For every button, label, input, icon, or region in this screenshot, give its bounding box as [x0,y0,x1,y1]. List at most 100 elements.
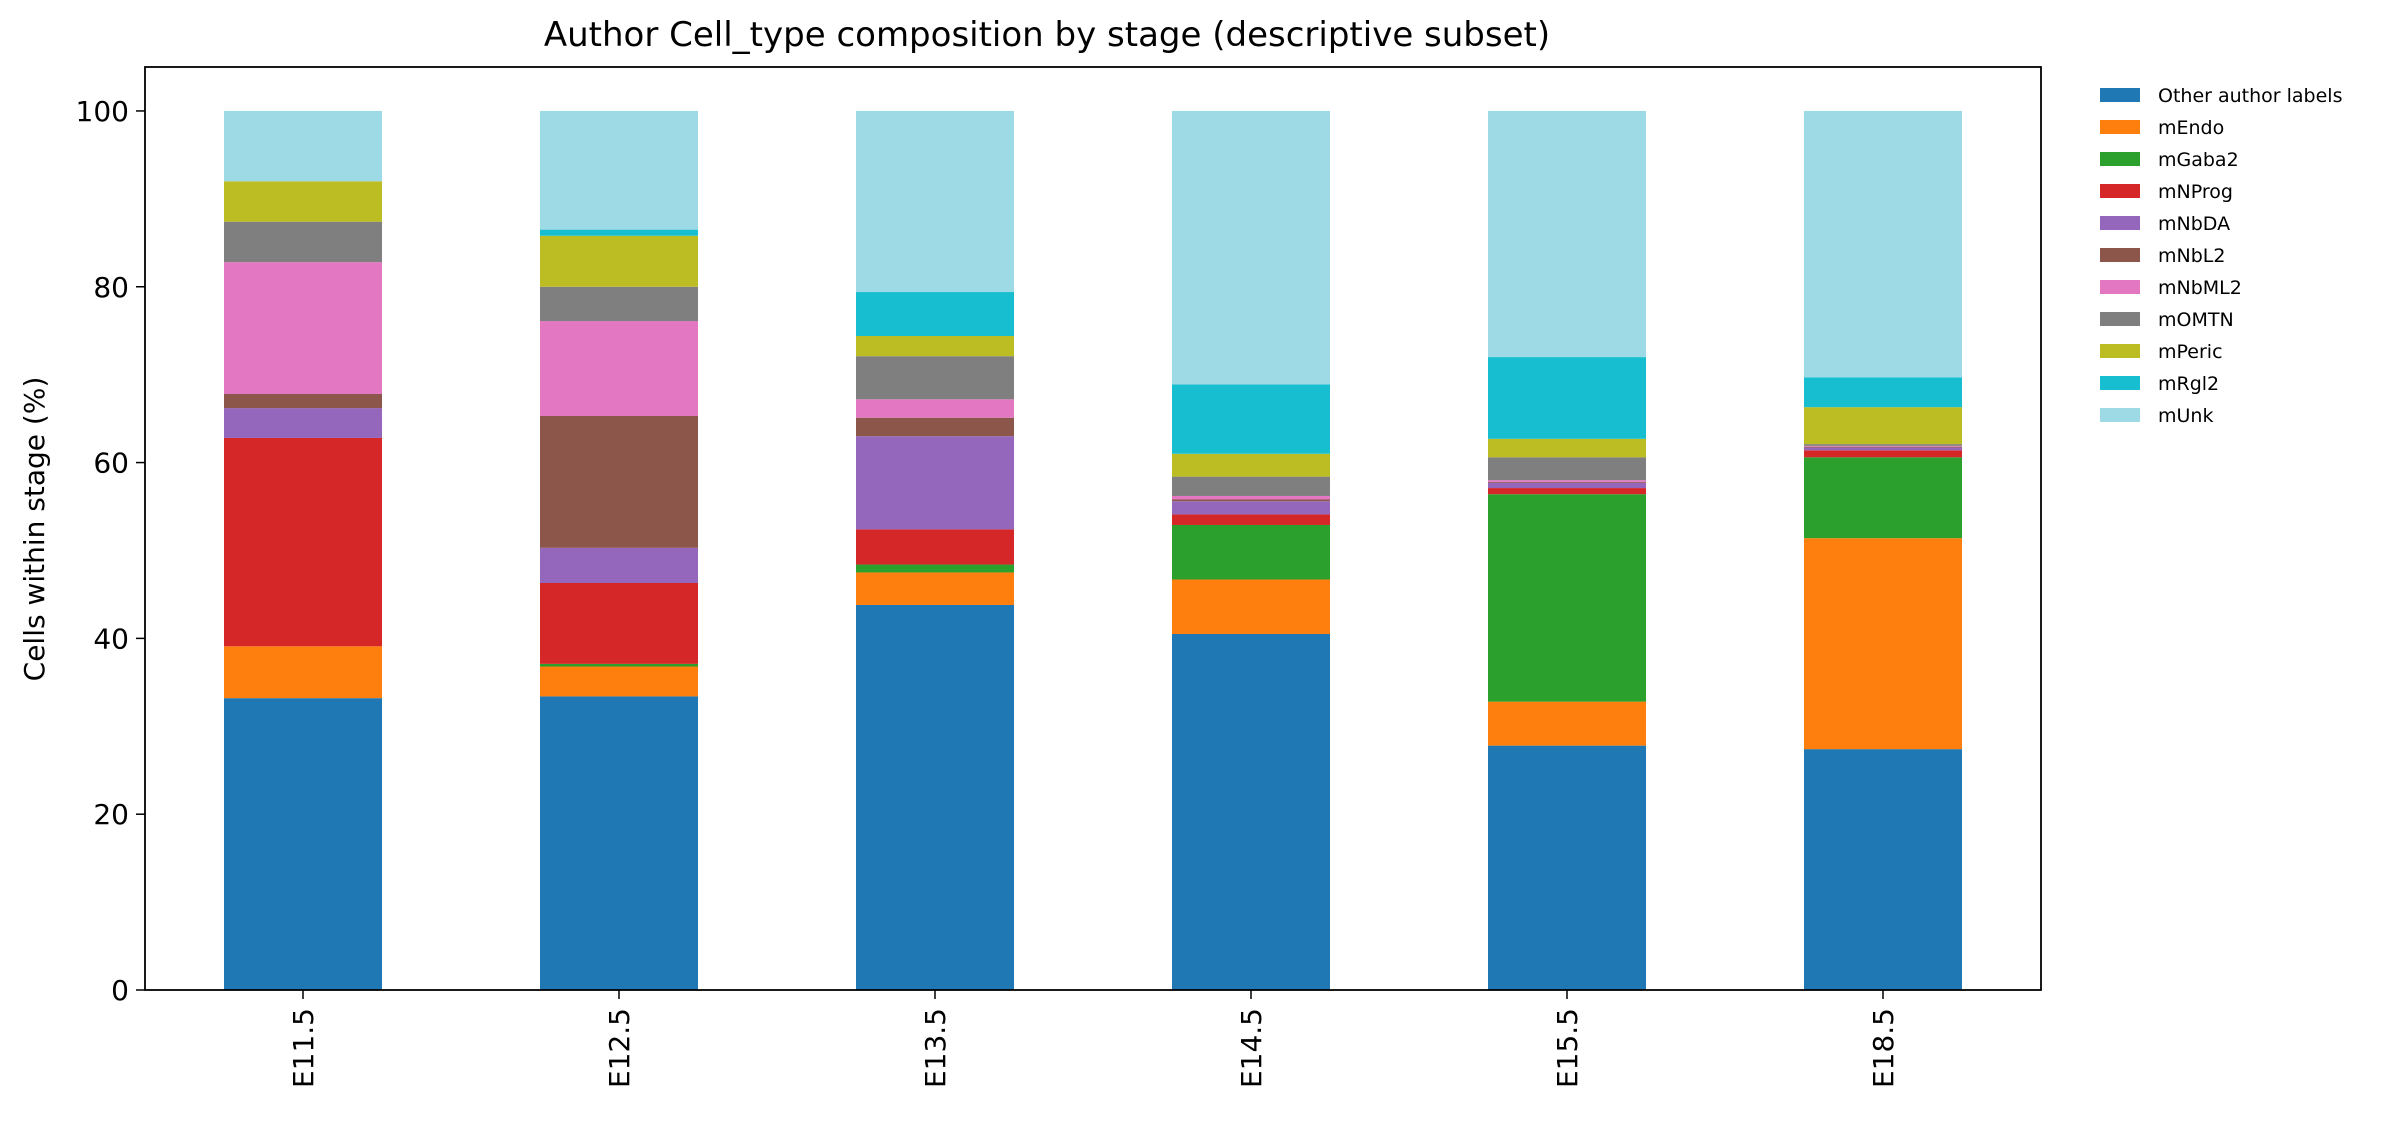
bar-segment [1172,384,1330,454]
legend-swatch [2100,88,2140,102]
bar-segment [856,335,1014,357]
legend-label: mNbML2 [2158,277,2242,299]
bar-segment [1804,457,1962,539]
legend-label: mNbDA [2158,213,2230,235]
bar-segment [224,698,382,990]
bar-segment [1488,110,1646,358]
bar-segment [540,415,698,548]
bar-segment [224,221,382,263]
bar-segment [1172,524,1330,580]
bar-segment [224,408,382,438]
bar-segment [856,604,1014,990]
bar-segment [1488,481,1646,483]
bar-segment [1804,450,1962,458]
legend-swatch [2100,248,2140,262]
bar-segment [540,286,698,322]
y-axis-label: Cells within stage (%) [18,377,51,682]
legend-swatch [2100,408,2140,422]
bar-segment [1804,538,1962,750]
legend-label: mOMTN [2158,309,2234,331]
legend-swatch [2100,280,2140,294]
bar-segment [856,529,1014,565]
bar-segment [224,394,382,409]
bar-segment [1804,446,1962,448]
legend-swatch [2100,184,2140,198]
bar-segment [856,572,1014,605]
legend-swatch [2100,216,2140,230]
bar-segment [856,110,1014,293]
bar-segment [1804,377,1962,408]
legend-swatch [2100,344,2140,358]
bar-segment [1804,407,1962,445]
bar-segment [540,321,698,416]
bar-segment [224,646,382,699]
bar-segment [1488,438,1646,458]
bar-segment [224,110,382,182]
y-tick-label: 40 [93,622,129,655]
x-tick-label: E18.5 [1867,1008,1900,1088]
bar-segment [1804,749,1962,990]
legend-label: mNbL2 [2158,245,2225,267]
bar-segment [540,663,698,667]
bar-segment [540,696,698,990]
bar-segment [856,356,1014,400]
legend-swatch [2100,152,2140,166]
bar-segment [540,547,698,584]
chart-title: Author Cell_type composition by stage (d… [544,15,1550,55]
plot-area: E11.5 E12.5 E13.5 E14.5 E15.5 E18.5 0 20 40 60 80 1… [76,66,2042,1088]
legend-label: mEndo [2158,117,2224,139]
bar-segment [1172,579,1330,634]
bar-segment [1488,357,1646,439]
bar-segment [1172,495,1330,500]
bar-segment [1172,110,1330,385]
bar-segment [224,262,382,395]
y-tick-label: 100 [76,95,129,128]
bar-segment [1488,494,1646,702]
legend-label: mRgl2 [2158,373,2219,395]
legend-swatch [2100,120,2140,134]
bar-segment [540,666,698,697]
bar-segment [1488,488,1646,495]
x-tick-label: E12.5 [603,1008,636,1088]
bar-segment [1804,110,1962,378]
bar-segment [224,181,382,222]
plot-frame [144,66,2042,991]
bar-segment [856,436,1014,530]
bar-segment [1172,476,1330,496]
bar-segment [1804,445,1962,447]
bar-segment [1488,745,1646,990]
bar-segment [1488,480,1646,482]
y-tick-label: 0 [111,974,129,1007]
y-tick-label: 80 [93,271,129,304]
bar-segment [1488,482,1646,489]
legend-label: mPeric [2158,341,2223,363]
legend-label: mGaba2 [2158,149,2239,171]
x-tick-label: E13.5 [919,1008,952,1088]
bar-segment [540,110,698,230]
legend-swatch [2100,312,2140,326]
bar-segment [1172,633,1330,990]
x-tick-label: E15.5 [1551,1008,1584,1088]
x-tick-label: E14.5 [1235,1008,1268,1088]
bar-segment [540,235,698,287]
bar-segment [1488,701,1646,746]
legend-label: mUnk [2158,405,2213,427]
bar-segment [1804,447,1962,451]
legend: Other author labels mEndo mGaba2 mNProg mNbD… [2100,85,2343,427]
bar-segment [856,417,1014,437]
bar-segment [856,399,1014,418]
legend-label: mNProg [2158,181,2233,203]
bar-segment [540,583,698,664]
bar-segment [1172,501,1330,515]
bar-segment [1804,444,1962,446]
bar-segment [224,437,382,647]
y-tick-label: 20 [93,798,129,831]
bar-segment [1488,457,1646,481]
legend-swatch [2100,376,2140,390]
bar-segment [1172,453,1330,477]
y-tick-label: 60 [93,447,129,480]
bar-segment [540,229,698,236]
bar-segment [856,292,1014,336]
